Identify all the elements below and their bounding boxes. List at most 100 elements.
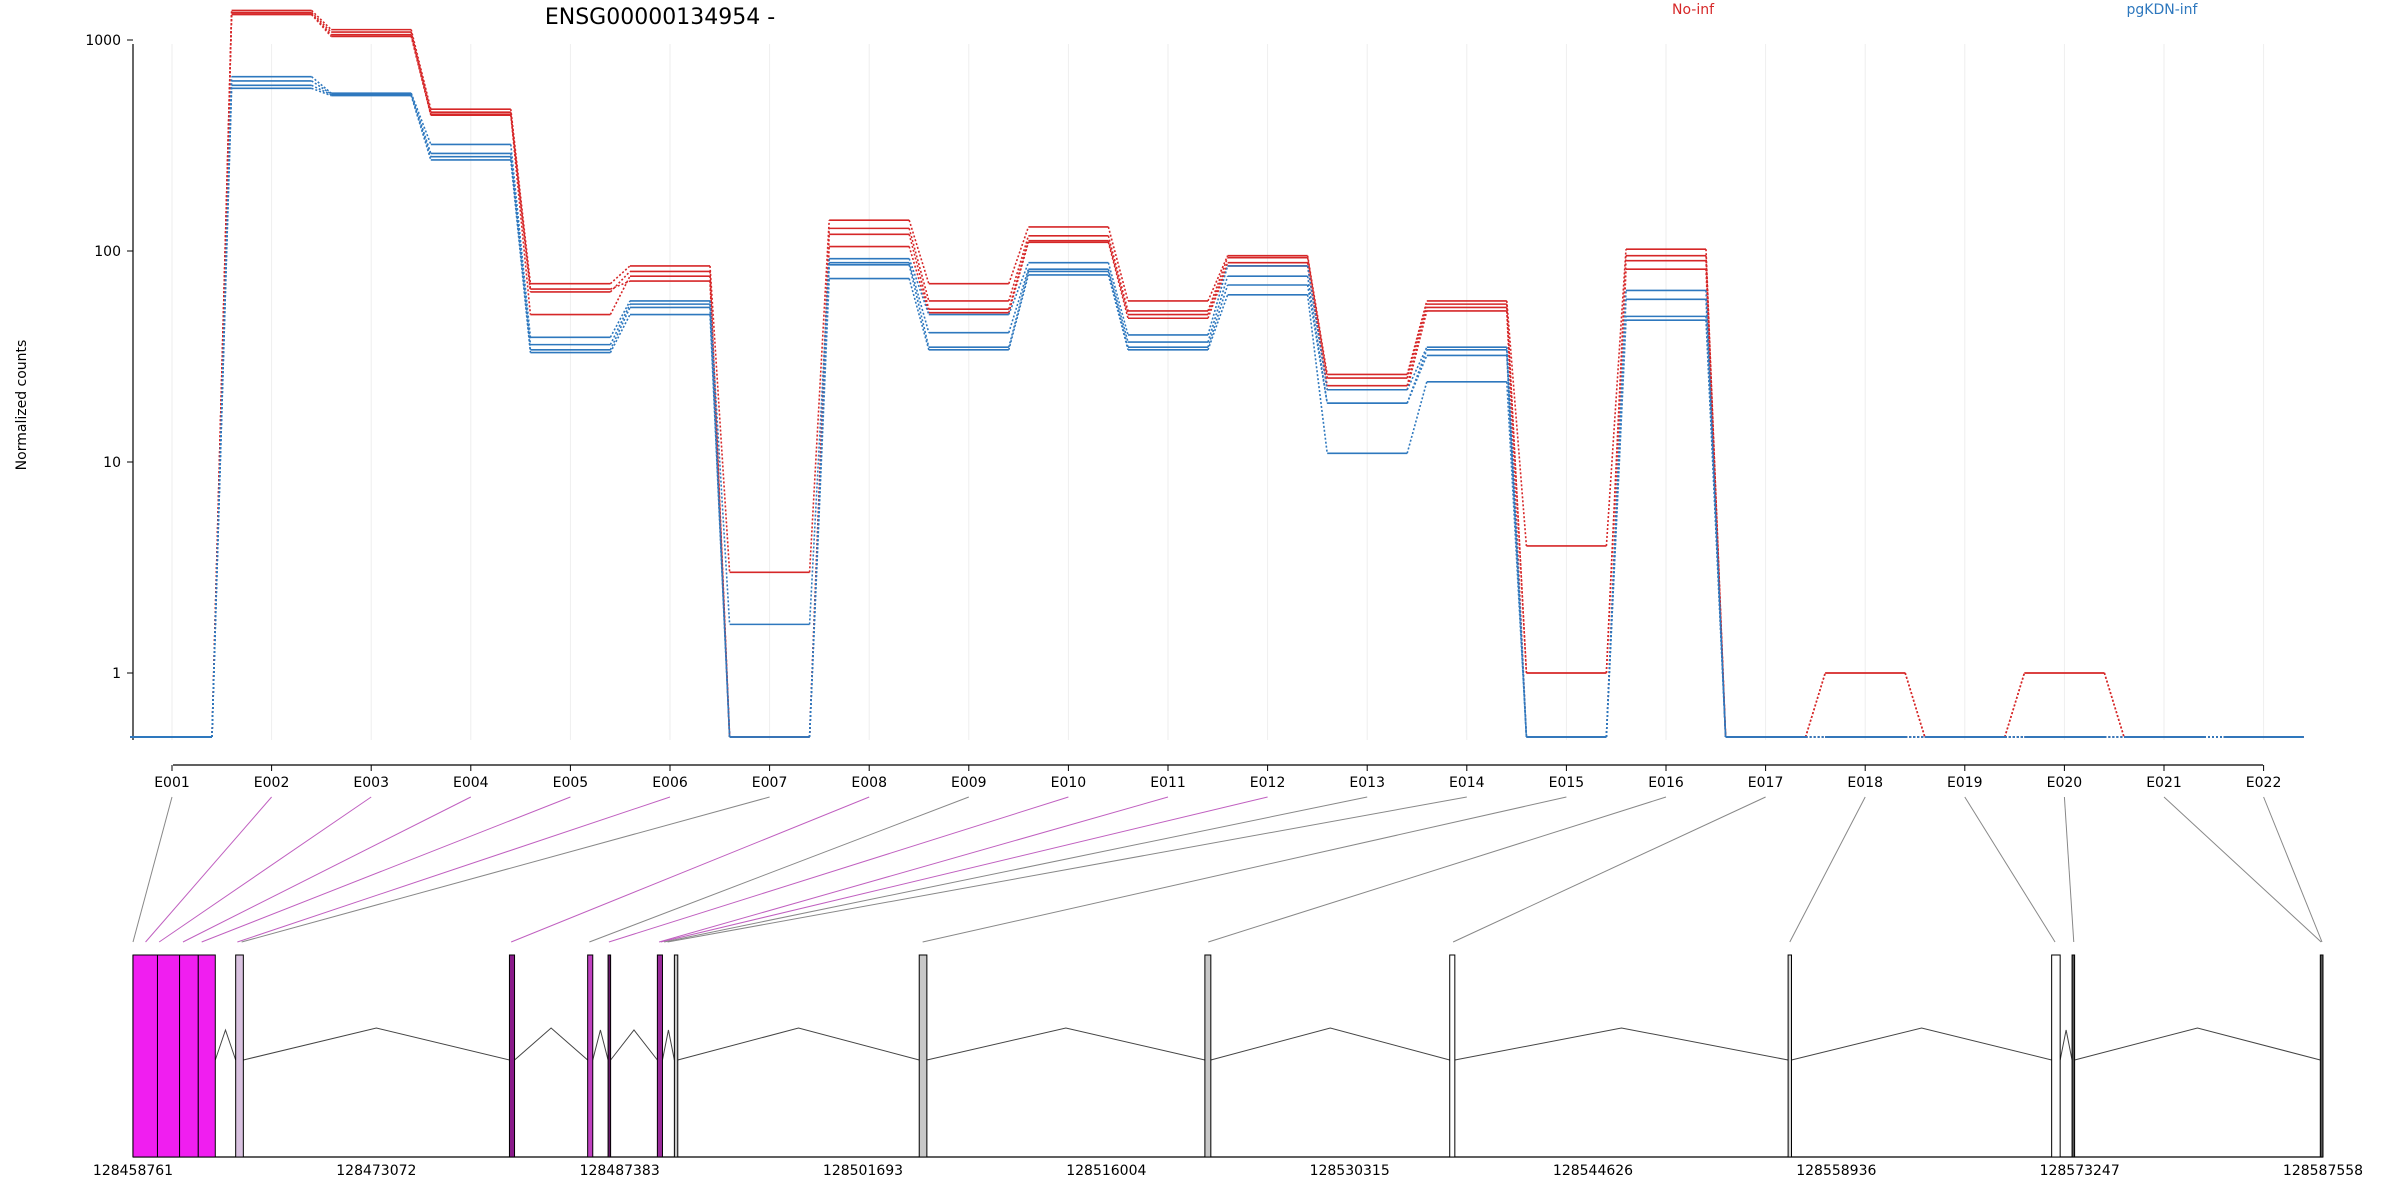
- exon-box-e004: [197, 954, 216, 1158]
- series-1-link-1: [311, 11, 332, 33]
- series-6-link-10: [1207, 284, 1229, 348]
- series-2-link-14: [1605, 260, 1627, 674]
- series-5-link-8: [1008, 268, 1030, 333]
- series-3-link-4: [610, 280, 631, 290]
- intron-15: [2059, 1029, 2073, 1061]
- exon-box-e006: [508, 954, 516, 1158]
- x-tick-label-e017: E017: [1748, 775, 1784, 791]
- series-1-link-11: [1306, 257, 1328, 379]
- connector-e020: [2063, 796, 2075, 943]
- series-1-link-19: [2103, 672, 2125, 738]
- exon-box-e011: [918, 954, 928, 1158]
- y-tick-label-1000: 1000: [85, 33, 121, 49]
- series-2-link-1: [311, 13, 332, 36]
- series-4-link-6: [808, 258, 830, 625]
- series-4-link-14: [1605, 290, 1627, 738]
- legend-entry-no-inf: No-inf: [1672, 2, 1715, 18]
- connector-e016: [1208, 796, 1667, 943]
- x-tick-label-e005: E005: [553, 775, 589, 791]
- connector-e008: [510, 796, 870, 943]
- intron-6: [514, 1027, 588, 1061]
- x-tick-label-e019: E019: [1947, 775, 1983, 791]
- connector-e011: [658, 796, 1169, 943]
- series-1-link-8: [1008, 235, 1030, 302]
- grid-lines: [171, 44, 2265, 740]
- series-4-link-8: [1008, 262, 1030, 315]
- x-tick-label-e004: E004: [453, 775, 489, 791]
- series-0-link-11: [1306, 255, 1328, 375]
- series-3-link-9: [1107, 242, 1129, 319]
- series-3-link-12: [1406, 310, 1428, 390]
- y-tick-label-100: 100: [94, 244, 121, 260]
- series-4-link-3: [510, 144, 532, 338]
- connector-e021: [2163, 796, 2322, 943]
- intron-4: [214, 1028, 237, 1061]
- series-3-link-13: [1506, 310, 1528, 738]
- x-tick-label-e014: E014: [1449, 775, 1485, 791]
- x-tick-label-e002: E002: [254, 775, 290, 791]
- x-tick-label-e016: E016: [1648, 775, 1684, 791]
- series-1-link-18: [2004, 672, 2026, 738]
- x-tick-label-e007: E007: [752, 775, 788, 791]
- series-2-link-7: [908, 234, 930, 310]
- series-7-link-12: [1406, 381, 1428, 454]
- genome-tick-label-4: 128516004: [1066, 1163, 1146, 1179]
- connector-e001: [132, 796, 173, 943]
- series-0-link-8: [1008, 226, 1030, 284]
- series-2-link-10: [1207, 262, 1229, 315]
- series-7-link-10: [1207, 294, 1229, 351]
- series-7-link-4: [609, 314, 631, 353]
- connector-e004: [182, 796, 472, 943]
- series-4-link-15: [1705, 290, 1727, 738]
- series-7-link-7: [908, 278, 930, 351]
- genome-tick-label-2: 128487383: [580, 1163, 660, 1179]
- x-tick-label-e009: E009: [951, 775, 987, 791]
- x-tick-label-e012: E012: [1250, 775, 1286, 791]
- genome-tick-label-9: 128587558: [2283, 1163, 2363, 1179]
- connector-e014: [667, 796, 1467, 943]
- exon-box-e017: [2319, 954, 2324, 1158]
- exon-box-e009: [656, 954, 663, 1158]
- connector-e005: [201, 796, 571, 943]
- x-tick-label-e015: E015: [1549, 775, 1585, 791]
- series-1-link-7: [908, 228, 930, 302]
- genome-tick-label-7: 128558936: [1796, 1163, 1876, 1179]
- intron-16: [2074, 1027, 2321, 1061]
- x-tick-label-e018: E018: [1847, 775, 1883, 791]
- x-tick-label-e010: E010: [1051, 775, 1087, 791]
- genome-tick-label-3: 128501693: [823, 1163, 903, 1179]
- connector-e006: [237, 796, 671, 943]
- series-3-link-7: [908, 246, 930, 313]
- connector-e003: [158, 796, 372, 943]
- series-0-link-14: [1605, 249, 1627, 547]
- series-0-link-12: [1406, 300, 1428, 375]
- genome-axis-ticks: 128458761 128473072 128487383 128501693 1285…: [93, 1163, 2363, 1179]
- x-axis-ticks: E001 E002 E003 E004 E005 E006 E007 E008 E009 E010…: [154, 765, 2281, 791]
- intron-14: [1791, 1027, 2052, 1061]
- chart-title: ENSG00000134954 -: [545, 5, 775, 30]
- genome-tick-label-1: 128473072: [336, 1163, 416, 1179]
- series-2-link-6: [808, 234, 830, 738]
- genome-tick-label-6: 128544626: [1553, 1163, 1633, 1179]
- series-7-link-3: [510, 159, 532, 353]
- connector-e007: [241, 796, 770, 943]
- connector-e010: [608, 796, 1069, 943]
- series-7-link-9: [1107, 274, 1129, 351]
- connector-e017: [1452, 796, 1766, 943]
- exon-box-e013: [1449, 954, 1456, 1158]
- intron-13: [1454, 1027, 1789, 1061]
- series-5-link-9: [1107, 268, 1129, 343]
- series-0-link-10: [1207, 255, 1229, 302]
- connector-e009: [589, 796, 969, 943]
- series-3-link-2: [410, 36, 432, 116]
- series-2-link-13: [1506, 307, 1528, 674]
- series-0-link-4: [609, 265, 631, 285]
- intron-5: [243, 1027, 510, 1061]
- axes: [132, 44, 2263, 766]
- series-7-link-15: [1705, 320, 1727, 738]
- x-tick-label-e011: E011: [1150, 775, 1186, 791]
- y-tick-label-10: 10: [103, 455, 121, 471]
- series-4-link-5: [709, 300, 731, 625]
- series-0-link-13: [1506, 300, 1528, 547]
- intron-8: [610, 1029, 658, 1061]
